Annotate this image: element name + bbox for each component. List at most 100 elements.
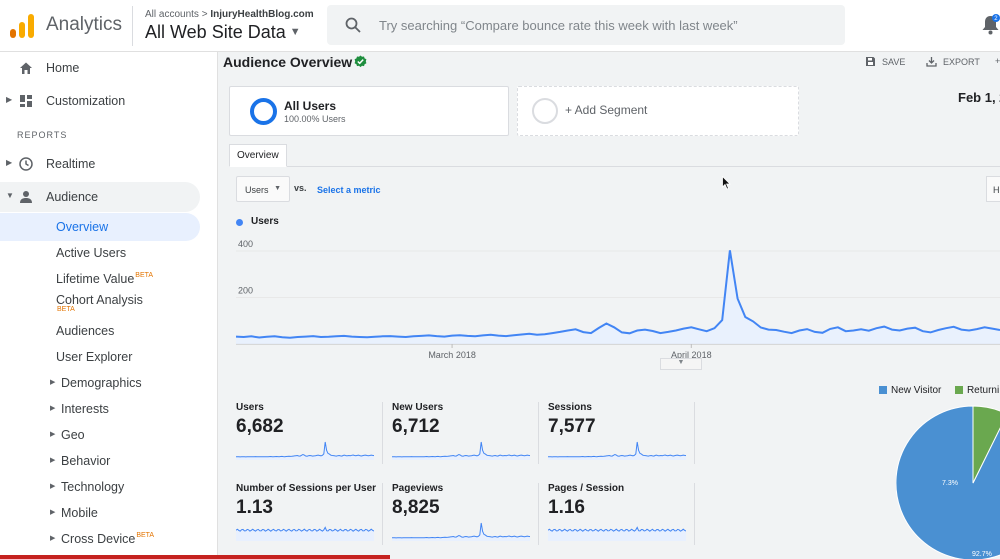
- breadcrumb-site[interactable]: InjuryHealthBlog.com: [210, 9, 314, 20]
- y-tick-label: 200: [238, 285, 253, 295]
- sidebar-item-label: User Explorer: [56, 350, 133, 364]
- sidebar-item-lifetime-value[interactable]: Lifetime ValueBETA: [0, 265, 218, 293]
- expand-arrow-icon[interactable]: ▶: [6, 158, 13, 167]
- sidebar-item-label: Geo: [61, 428, 85, 442]
- sparkline: [392, 522, 530, 541]
- sidebar-item-mobile[interactable]: ▶ Mobile: [0, 499, 218, 527]
- granularity-button[interactable]: H: [986, 176, 1000, 202]
- analytics-logo-icon[interactable]: [10, 14, 34, 38]
- view-selector[interactable]: All Web Site Data ▼: [145, 22, 301, 43]
- segment-percentage: 100.00% Users: [284, 114, 346, 124]
- app-name[interactable]: Analytics: [46, 14, 123, 35]
- metric-value: 7,577: [548, 416, 596, 437]
- sidebar-item-demographics[interactable]: ▶ Demographics: [0, 369, 218, 397]
- expand-arrow-icon[interactable]: ▶: [50, 535, 56, 542]
- metric-tile-pageviews[interactable]: Pageviews 8,825: [392, 483, 547, 541]
- expand-arrow-icon[interactable]: ▶: [6, 95, 13, 104]
- metric-value: 8,825: [392, 497, 440, 518]
- tab-divider: [229, 166, 1000, 167]
- sidebar-item-customization[interactable]: ▶ Customization: [0, 87, 218, 115]
- sparkline-area: [236, 527, 374, 541]
- top-bar: Analytics All accounts > InjuryHealthBlo…: [0, 0, 1000, 52]
- more-actions-icon[interactable]: +: [995, 56, 1000, 66]
- sparkline-area: [392, 523, 530, 541]
- metric-tile-sessions-per-user[interactable]: Number of Sessions per User 1.13: [236, 483, 391, 541]
- sidebar-item-user-explorer[interactable]: User Explorer: [0, 343, 218, 371]
- expand-arrow-icon[interactable]: ▶: [50, 509, 56, 516]
- expand-arrow-icon[interactable]: ▶: [50, 457, 56, 464]
- metric-tile-pages-per-session[interactable]: Pages / Session 1.16: [548, 483, 703, 541]
- notifications-bell-icon[interactable]: 2: [981, 14, 1000, 36]
- sidebar-item-label: Mobile: [61, 506, 98, 520]
- tab-overview[interactable]: Overview: [229, 144, 287, 167]
- metric-name: Number of Sessions per User: [236, 483, 377, 494]
- select-metric-link[interactable]: Select a metric: [317, 185, 381, 195]
- sidebar-item-cross-device[interactable]: ▶ Cross DeviceBETA: [0, 525, 218, 553]
- metric-tile-new-users[interactable]: New Users 6,712: [392, 402, 547, 460]
- segment-all-users[interactable]: All Users 100.00% Users: [229, 86, 509, 136]
- x-tick-label: March 2018: [428, 350, 476, 360]
- series-area-users: [236, 250, 1000, 344]
- segment-name: All Users: [284, 99, 337, 113]
- breadcrumb-accounts[interactable]: All accounts: [145, 9, 199, 20]
- expand-arrow-icon[interactable]: ▶: [50, 483, 56, 490]
- chart-collapse-handle[interactable]: ▼: [660, 358, 702, 370]
- sidebar-item-audience[interactable]: ▼ Audience: [0, 182, 200, 212]
- metric-dropdown[interactable]: Users ▼: [236, 176, 290, 202]
- lifetime-value-label: Lifetime Value: [56, 272, 135, 286]
- sparkline-line: [236, 441, 374, 458]
- save-label: SAVE: [882, 57, 906, 67]
- sidebar-item-cohort-analysis[interactable]: Cohort Analysis BETA: [0, 289, 218, 323]
- sidebar-item-active-users[interactable]: Active Users: [0, 239, 218, 267]
- main-content: Audience Overview SAVE EXPORT + All User…: [219, 52, 1000, 559]
- sidebar-item-label: Lifetime ValueBETA: [56, 272, 153, 286]
- export-button[interactable]: EXPORT: [926, 56, 980, 67]
- divider: [694, 402, 695, 464]
- sidebar-item-audiences[interactable]: Audiences: [0, 317, 218, 345]
- metric-value: 1.13: [236, 497, 273, 518]
- legend-label: Returni: [966, 385, 1000, 396]
- collapse-arrow-icon[interactable]: ▼: [6, 191, 14, 200]
- metric-name: Sessions: [548, 402, 592, 413]
- page-title: Audience Overview: [223, 54, 353, 70]
- expand-arrow-icon[interactable]: ▶: [50, 405, 56, 412]
- sidebar-item-interests[interactable]: ▶ Interests: [0, 395, 218, 423]
- sidebar-item-behavior[interactable]: ▶ Behavior: [0, 447, 218, 475]
- sidebar-item-realtime[interactable]: ▶ Realtime: [0, 150, 218, 178]
- sparkline-line: [392, 441, 530, 458]
- sidebar-item-overview[interactable]: Overview: [0, 213, 200, 241]
- metric-tile-sessions[interactable]: Sessions 7,577: [548, 402, 703, 460]
- add-segment-button[interactable]: + Add Segment: [517, 86, 799, 136]
- pie-legend: New Visitor Returni: [879, 385, 999, 396]
- sidebar-item-technology[interactable]: ▶ Technology: [0, 473, 218, 501]
- search-bar[interactable]: Try searching “Compare bounce rate this …: [327, 5, 845, 45]
- segment-ring-icon: [250, 98, 277, 125]
- visitor-type-pie-chart[interactable]: 7.3% 92.7%: [896, 398, 1000, 559]
- divider: [382, 483, 383, 545]
- metric-name: Users: [236, 402, 264, 413]
- sidebar-item-label: Behavior: [61, 454, 111, 468]
- users-line-chart[interactable]: 400 200 March 2018 April 2018: [236, 232, 1000, 367]
- search-icon: [345, 17, 361, 33]
- sparkline: [236, 441, 374, 460]
- search-placeholder: Try searching “Compare bounce rate this …: [379, 18, 738, 33]
- metric-name: New Users: [392, 402, 444, 413]
- sidebar-item-label: Realtime: [46, 157, 96, 171]
- sidebar-item-label: Technology: [61, 480, 125, 494]
- verified-check-icon: [354, 55, 367, 68]
- home-icon: [20, 62, 32, 74]
- legend-swatch: [879, 386, 887, 394]
- metric-dropdown-value: Users: [245, 185, 269, 195]
- legend-label: New Visitor: [891, 385, 942, 396]
- save-button[interactable]: SAVE: [865, 56, 905, 67]
- person-icon: [20, 191, 32, 203]
- sidebar-item-home[interactable]: Home: [0, 54, 218, 82]
- account-breadcrumb[interactable]: All accounts > InjuryHealthBlog.com: [145, 9, 314, 20]
- expand-arrow-icon[interactable]: ▶: [50, 379, 56, 386]
- metric-name: Pageviews: [392, 483, 444, 494]
- sidebar-item-geo[interactable]: ▶ Geo: [0, 421, 218, 449]
- date-range-picker[interactable]: Feb 1, 2: [958, 90, 1000, 105]
- expand-arrow-icon[interactable]: ▶: [50, 431, 56, 438]
- metric-tile-users[interactable]: Users 6,682: [236, 402, 391, 460]
- divider: [538, 483, 539, 545]
